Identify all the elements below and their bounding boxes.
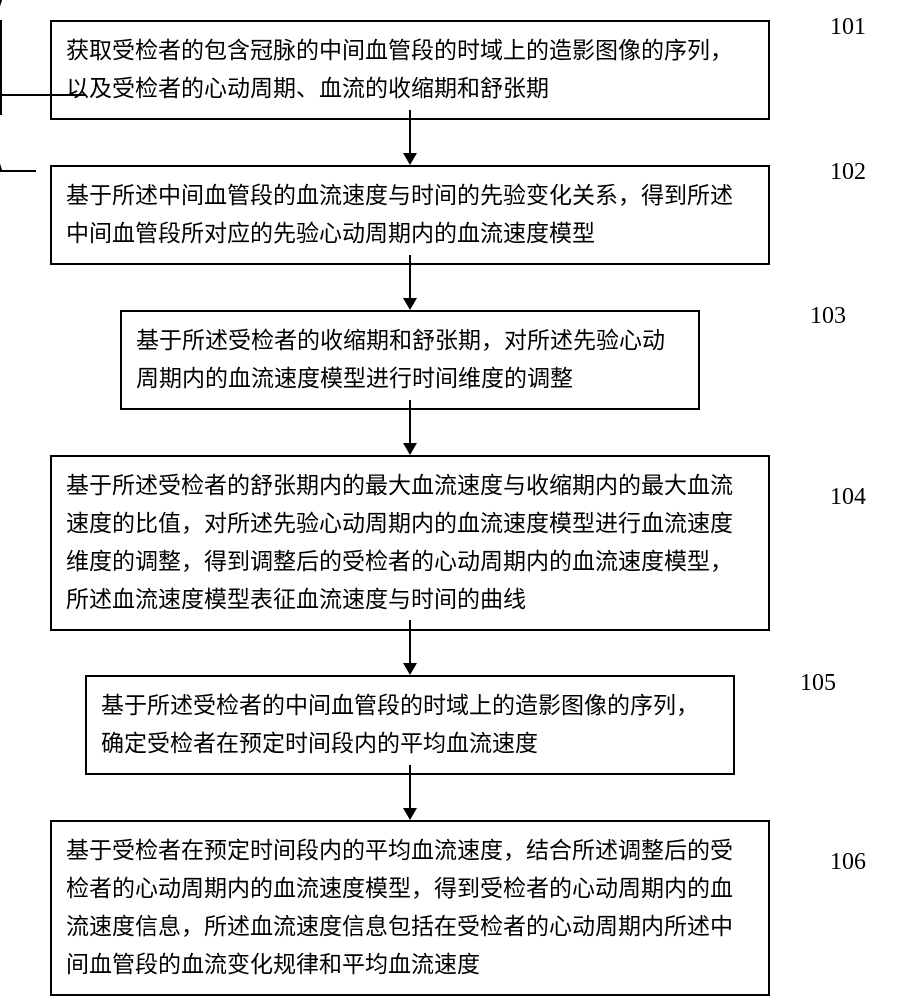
- step-text: 基于受检者在预定时间段内的平均血流速度，结合所述调整后的受检者的心动周期内的血流…: [66, 838, 733, 977]
- arrow-101-102: [409, 110, 411, 153]
- arrowhead-105-106: [403, 808, 417, 820]
- flowchart-step-102: 基于所述中间血管段的血流速度与时间的先验变化关系，得到所述中间血管段所对应的先验…: [50, 165, 770, 265]
- flowchart-step-101: 获取受检者的包含冠脉的中间血管段的时域上的造影图像的序列，以及受检者的心动周期、…: [50, 20, 770, 120]
- step-text: 基于所述受检者的舒张期内的最大血流速度与收缩期内的最大血流速度的比值，对所述先验…: [66, 473, 733, 612]
- bracket-106: [0, 0, 36, 172]
- step-label-101: 101: [830, 14, 866, 41]
- step-label-104: 104: [830, 484, 866, 511]
- arrowhead-101-102: [403, 153, 417, 165]
- arrow-103-104: [409, 400, 411, 443]
- step-text: 基于所述受检者的收缩期和舒张期，对所述先验心动周期内的血流速度模型进行时间维度的…: [136, 328, 665, 391]
- arrow-104-105: [409, 620, 411, 663]
- step-text: 基于所述受检者的中间血管段的时域上的造影图像的序列，确定受检者在预定时间段内的平…: [101, 693, 699, 756]
- flowchart-step-104: 基于所述受检者的舒张期内的最大血流速度与收缩期内的最大血流速度的比值，对所述先验…: [50, 455, 770, 631]
- step-text: 获取受检者的包含冠脉的中间血管段的时域上的造影图像的序列，以及受检者的心动周期、…: [66, 38, 733, 101]
- flowchart-step-106: 基于受检者在预定时间段内的平均血流速度，结合所述调整后的受检者的心动周期内的血流…: [50, 820, 770, 996]
- step-label-106: 106: [830, 849, 866, 876]
- arrowhead-104-105: [403, 663, 417, 675]
- arrow-102-103: [409, 255, 411, 298]
- step-label-103: 103: [810, 303, 846, 330]
- step-text: 基于所述中间血管段的血流速度与时间的先验变化关系，得到所述中间血管段所对应的先验…: [66, 183, 733, 246]
- step-label-102: 102: [830, 159, 866, 186]
- flowchart-step-105: 基于所述受检者的中间血管段的时域上的造影图像的序列，确定受检者在预定时间段内的平…: [85, 675, 735, 775]
- arrow-105-106: [409, 765, 411, 808]
- arrowhead-102-103: [403, 298, 417, 310]
- flowchart-container: 获取受检者的包含冠脉的中间血管段的时域上的造影图像的序列，以及受检者的心动周期、…: [0, 0, 924, 1000]
- arrowhead-103-104: [403, 443, 417, 455]
- flowchart-step-103: 基于所述受检者的收缩期和舒张期，对所述先验心动周期内的血流速度模型进行时间维度的…: [120, 310, 700, 410]
- step-label-105: 105: [800, 670, 836, 697]
